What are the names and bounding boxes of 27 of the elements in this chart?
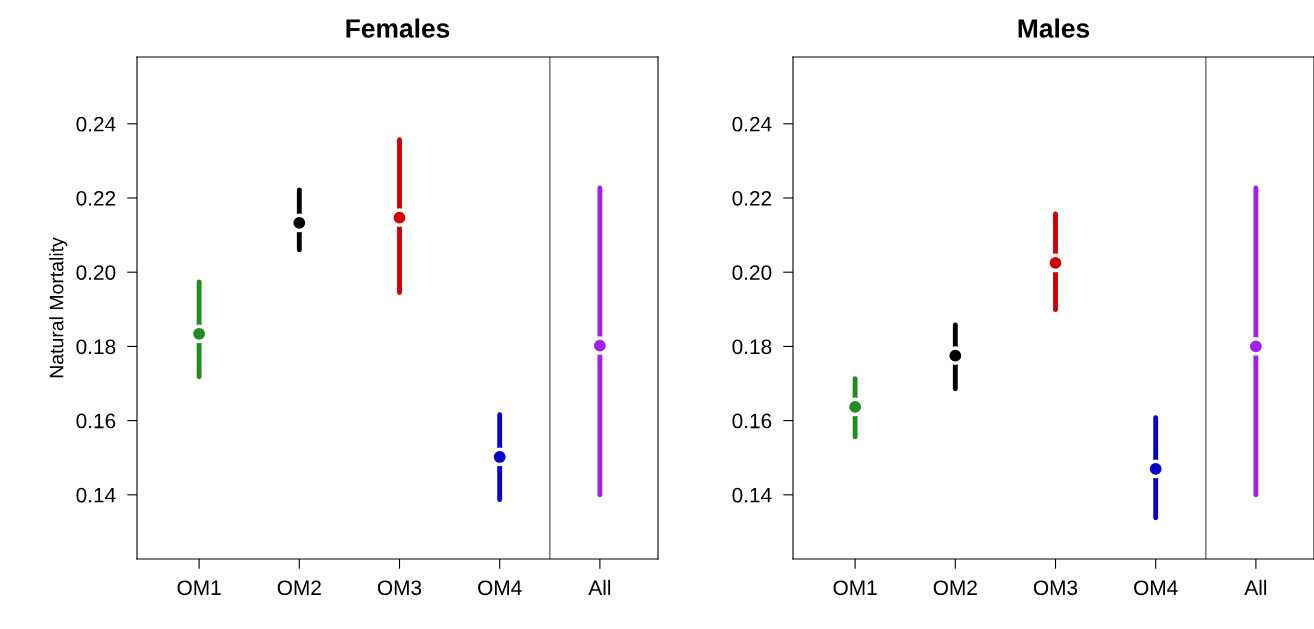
y-tick-label: 0.18 — [732, 339, 772, 355]
x-tick-label: OM2 — [933, 580, 977, 596]
point — [1046, 253, 1065, 273]
x-tick-label: OM2 — [277, 580, 321, 596]
y-tick-label: 0.14 — [732, 487, 772, 503]
x-tick-label: OM3 — [377, 580, 422, 596]
x-tick-label: OM4 — [478, 580, 522, 596]
y-tick-label: 0.16 — [732, 413, 772, 429]
chart-title: Males — [1018, 18, 1090, 38]
x-tick-label: OM3 — [1033, 580, 1078, 596]
point — [390, 208, 409, 228]
y-tick-label: 0.20 — [732, 265, 772, 280]
y-tick-label: 0.24 — [732, 116, 772, 132]
y-axis-title: Natural Mortality — [49, 237, 68, 378]
y-tick-label: 0.24 — [76, 116, 116, 132]
y-tick-label: 0.20 — [76, 265, 116, 280]
x-tick-label: OM1 — [833, 580, 877, 596]
y-tick-label: 0.18 — [76, 339, 116, 355]
x-tick-label: All — [1244, 579, 1267, 595]
y-tick-label: 0.22 — [76, 190, 116, 206]
y-tick-label: 0.14 — [76, 487, 116, 503]
y-tick-label: 0.22 — [732, 190, 772, 206]
x-tick-label: OM1 — [177, 580, 221, 596]
y-tick-label: 0.16 — [76, 413, 116, 429]
x-tick-label: OM4 — [1134, 580, 1178, 596]
x-tick-label: All — [588, 579, 611, 595]
chart-title: Females — [346, 18, 450, 38]
